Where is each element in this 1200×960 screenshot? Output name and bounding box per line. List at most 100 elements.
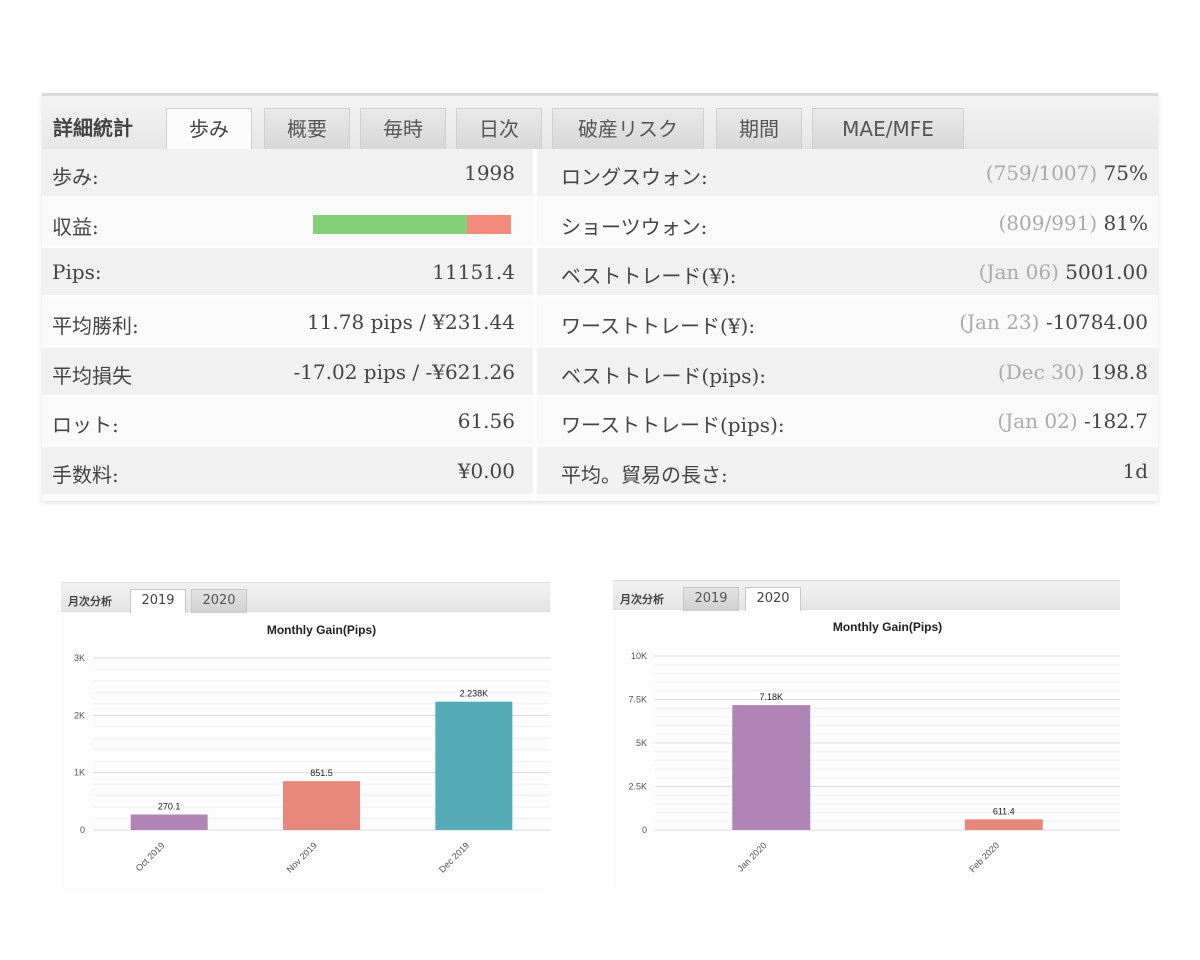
monthly-gain-chart-2019: Monthly Gain(Pips) 0 1K 2K 3K 270.1 Oct 2019 85…: [74, 623, 550, 875]
stat-value: -10784.00: [1045, 310, 1148, 334]
stat-label: ワーストトレード(pips):: [561, 413, 785, 437]
stat-row-avg-win: 平均勝利: 11.78 pips / ¥231.44: [42, 298, 533, 347]
stat-prefix: (809/991): [998, 211, 1098, 235]
chart-title: Monthly Gain(Pips): [833, 620, 942, 634]
detailed-stats-panel: 詳細統計 歩み 概要 毎時 日次 破産リスク 期間 MAE/MFE 歩み: 19…: [42, 93, 1158, 501]
stat-prefix: (759/1007): [985, 161, 1098, 185]
y-tick-label: 7.5K: [628, 695, 647, 705]
monthly-tab-bar: 月次分析 2019 2020: [613, 580, 1120, 611]
stat-label: ショーツウォン:: [561, 215, 708, 239]
x-tick-label: Nov 2019: [285, 840, 319, 874]
stat-label: 歩み:: [52, 165, 99, 189]
tab-progress[interactable]: 歩み: [166, 108, 252, 152]
y-tick-label: 2.5K: [628, 782, 647, 792]
profit-bar-loss: [467, 215, 511, 234]
monthly-gain-chart-2020: Monthly Gain(Pips) 0 2.5K 5K 7.5K 10K 7.18K Jan…: [628, 620, 1120, 874]
stat-row-longs-won: ロングスウォン: (759/1007) 75%: [537, 149, 1158, 198]
stat-label: 平均。貿易の長さ:: [561, 463, 728, 487]
bar-oct-2019: [130, 814, 208, 830]
stat-row-profit: 収益:: [42, 199, 533, 248]
tab-overview[interactable]: 概要: [264, 108, 350, 152]
stat-prefix: (Jan 23): [959, 310, 1040, 334]
stat-value: 61.56: [457, 409, 515, 433]
stat-value: 1998: [464, 161, 515, 185]
stat-row-avg-trade-length: 平均。貿易の長さ: 1d: [537, 447, 1158, 496]
stat-label: 平均勝利:: [52, 314, 139, 338]
y-tick-label: 2K: [74, 710, 85, 720]
monthly-analysis-panel-2019: 月次分析 2019 2020 Monthly Gain(Pips) 0 1K 2K 3K…: [61, 582, 550, 892]
stat-row-best-trade-yen: ベストトレード(¥): (Jan 06) 5001.00: [537, 248, 1158, 297]
profit-bar-win: [313, 215, 467, 234]
chart-title: Monthly Gain(Pips): [267, 623, 376, 637]
tab-year-2019[interactable]: 2019: [683, 587, 739, 611]
stat-value: ¥0.00: [457, 459, 515, 483]
stat-row-best-trade-pips: ベストトレード(pips): (Dec 30) 198.8: [537, 348, 1158, 397]
monthly-tab-bar: 月次分析 2019 2020: [61, 582, 550, 613]
bar-jan-2020: [732, 705, 811, 830]
stat-label: 平均損失: [52, 364, 132, 388]
stat-label: ロット:: [52, 413, 119, 437]
stat-prefix: (Dec 30): [997, 360, 1085, 384]
y-tick-label: 0: [642, 825, 647, 835]
stat-value: -17.02 pips / -¥621.26: [293, 360, 515, 384]
stat-value-group: (Dec 30) 198.8: [998, 360, 1148, 384]
x-tick-label: Dec 2019: [437, 840, 471, 874]
y-tick-label: 5K: [636, 738, 647, 748]
data-label: 611.4: [993, 806, 1015, 816]
stat-value: 198.8: [1090, 360, 1148, 384]
tab-year-2019[interactable]: 2019: [130, 589, 186, 613]
stat-value: 11.78 pips / ¥231.44: [306, 310, 515, 334]
stat-value-group: (759/1007) 75%: [986, 161, 1148, 185]
x-tick-label: Feb 2020: [967, 840, 1001, 874]
stats-tab-bar: 詳細統計 歩み 概要 毎時 日次 破産リスク 期間 MAE/MFE: [42, 93, 1158, 152]
profit-bar: [313, 215, 511, 234]
stat-row-worst-trade-pips: ワーストトレード(pips): (Jan 02) -182.7: [537, 397, 1158, 446]
stat-label: ロングスウォン:: [561, 165, 708, 189]
monthly-heading: 月次分析: [620, 593, 664, 606]
stat-label: 手数料:: [52, 463, 119, 487]
stat-row-commission: 手数料: ¥0.00: [42, 447, 533, 496]
stat-value-group: (Jan 02) -182.7: [997, 409, 1148, 433]
x-tick-label: Jan 2020: [735, 840, 768, 873]
stat-value: -182.7: [1083, 409, 1148, 433]
tab-risk-of-ruin[interactable]: 破産リスク: [552, 108, 704, 152]
tab-daily[interactable]: 日次: [456, 108, 542, 152]
stat-value-group: (809/991) 81%: [998, 211, 1148, 235]
stat-value: 81%: [1103, 211, 1148, 235]
stat-value: 1d: [1122, 459, 1148, 483]
stats-heading: 詳細統計: [53, 116, 133, 140]
stat-prefix: (Jan 02): [997, 409, 1078, 433]
monthly-analysis-panel-2020: 月次分析 2019 2020 Monthly Gain(Pips) 0 2.5K 5K…: [613, 580, 1120, 890]
stat-row-lots: ロット: 61.56: [42, 397, 533, 446]
stat-label: ワーストトレード(¥):: [561, 314, 756, 338]
stat-row-shorts-won: ショーツウォン: (809/991) 81%: [537, 199, 1158, 248]
stat-label: ベストトレード(¥):: [561, 264, 737, 288]
stat-row-avg-loss: 平均損失 -17.02 pips / -¥621.26: [42, 348, 533, 397]
data-label: 270.1: [158, 802, 181, 812]
stat-row-worst-trade-yen: ワーストトレード(¥): (Jan 23) -10784.00: [537, 298, 1158, 347]
stat-value: 11151.4: [432, 260, 515, 284]
tab-duration[interactable]: 期間: [716, 108, 802, 152]
y-tick-label: 3K: [74, 653, 85, 663]
monthly-heading: 月次分析: [68, 595, 112, 608]
stat-value-group: (Jan 06) 5001.00: [979, 260, 1148, 284]
tab-mae-mfe[interactable]: MAE/MFE: [812, 108, 964, 152]
bar-feb-2020: [964, 819, 1043, 830]
y-tick-label: 1K: [74, 768, 85, 778]
tab-year-2020[interactable]: 2020: [191, 589, 247, 613]
data-label: 2.238K: [460, 689, 489, 699]
y-tick-label: 0: [80, 825, 85, 835]
bar-nov-2019: [283, 781, 360, 830]
stat-label: 収益:: [52, 215, 99, 239]
stat-value: 75%: [1103, 161, 1148, 185]
bar-dec-2019: [435, 701, 513, 830]
x-tick-label: Oct 2019: [134, 840, 167, 873]
tab-hourly[interactable]: 毎時: [360, 108, 446, 152]
tab-year-2020[interactable]: 2020: [745, 587, 801, 611]
y-tick-label: 10K: [631, 651, 647, 661]
stat-prefix: (Jan 06): [978, 260, 1059, 284]
stat-row-progress: 歩み: 1998: [42, 149, 533, 198]
stat-value: 5001.00: [1065, 260, 1148, 284]
stat-row-pips: Pips: 11151.4: [42, 248, 533, 297]
column-divider: [533, 149, 537, 501]
